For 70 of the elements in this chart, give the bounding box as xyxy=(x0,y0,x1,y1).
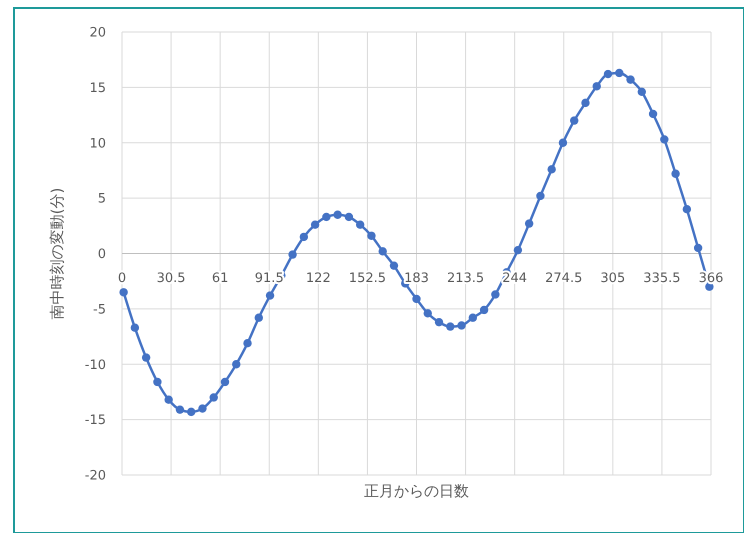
point xyxy=(130,324,140,332)
point xyxy=(412,294,421,304)
point xyxy=(638,88,646,96)
point xyxy=(153,378,162,386)
point xyxy=(626,75,635,84)
y-tick-label: 0 xyxy=(98,247,106,262)
point xyxy=(322,212,331,222)
y-axis-title: 南中時刻の変動(分) xyxy=(48,188,66,320)
point xyxy=(615,68,624,78)
point xyxy=(164,395,173,404)
x-tick-label: 0 xyxy=(118,271,126,286)
x-tick-label: 61 xyxy=(212,271,228,286)
point xyxy=(660,135,669,144)
point xyxy=(344,212,354,222)
point xyxy=(142,353,150,362)
point xyxy=(671,170,680,178)
point xyxy=(243,339,252,348)
y-tick-label: -5 xyxy=(93,302,106,318)
point xyxy=(581,98,590,108)
point xyxy=(524,219,534,228)
point xyxy=(210,393,218,402)
point xyxy=(288,250,297,259)
point xyxy=(457,321,466,330)
point xyxy=(682,205,692,214)
y-tick-label: 5 xyxy=(98,192,106,207)
point xyxy=(491,290,500,299)
point xyxy=(434,318,444,326)
point xyxy=(333,210,342,219)
y-tick-label: 15 xyxy=(89,80,106,96)
x-tick-label: 30.5 xyxy=(156,271,186,286)
x-tick-label: 274.5 xyxy=(545,271,582,286)
point xyxy=(446,322,454,331)
point xyxy=(480,306,488,314)
y-tick-label: 20 xyxy=(89,26,106,41)
point xyxy=(648,110,658,118)
point xyxy=(558,138,568,147)
point xyxy=(367,232,376,240)
point xyxy=(176,405,184,414)
point xyxy=(570,116,578,125)
point xyxy=(694,244,702,252)
point xyxy=(390,261,398,270)
y-tick-label: 10 xyxy=(89,136,106,152)
x-tick-label: 213.5 xyxy=(446,271,484,286)
y-tick-label: -20 xyxy=(84,468,106,484)
point xyxy=(232,360,240,368)
y-tick-label: -15 xyxy=(84,413,106,428)
point xyxy=(592,82,601,90)
y-tick-label: -10 xyxy=(84,358,106,373)
point xyxy=(198,404,207,413)
point xyxy=(514,246,522,254)
point xyxy=(424,309,432,318)
x-tick-label: 335.5 xyxy=(643,271,681,286)
x-axis-title: 正月からの日数 xyxy=(364,482,469,500)
point xyxy=(266,291,274,300)
x-tick-label: 152.5 xyxy=(348,271,386,286)
point xyxy=(536,192,545,200)
point xyxy=(310,220,320,229)
x-tick-label: 183 xyxy=(404,271,429,286)
point xyxy=(356,220,364,229)
point xyxy=(187,408,196,416)
point xyxy=(604,70,612,78)
point xyxy=(220,378,230,386)
point xyxy=(300,232,308,242)
point xyxy=(547,165,556,174)
point xyxy=(468,314,478,322)
point xyxy=(119,288,128,296)
x-tick-label: 305 xyxy=(600,271,626,286)
point xyxy=(378,247,387,256)
x-tick-label: 122 xyxy=(306,271,331,286)
point xyxy=(254,314,263,322)
